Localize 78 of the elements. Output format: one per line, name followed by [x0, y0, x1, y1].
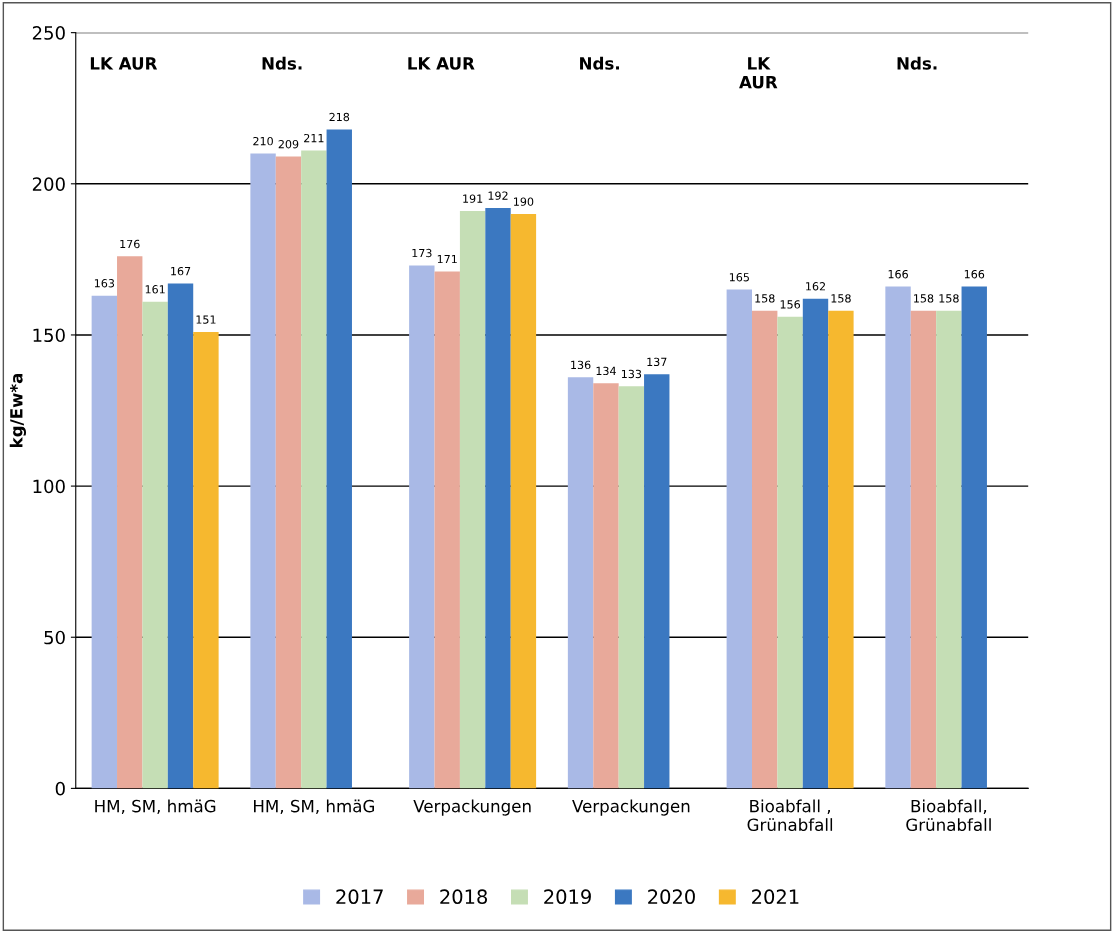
data-label: 136: [571, 360, 591, 370]
data-label: 192: [488, 191, 508, 200]
bar: [936, 310, 962, 789]
bar: [434, 271, 460, 789]
data-label: 211: [304, 133, 324, 143]
x-tick-label: Bioabfall , Grünabfall: [747, 799, 833, 832]
data-label: 133: [621, 369, 642, 379]
y-tick-label: 250: [32, 26, 65, 40]
bar: [777, 316, 803, 789]
data-label: 190: [514, 197, 534, 206]
bar: [828, 310, 854, 789]
legend-label: 2021: [752, 889, 799, 905]
data-label: 173: [412, 248, 432, 258]
data-label: 218: [329, 112, 350, 122]
data-label: 134: [596, 366, 616, 376]
legend-label: 2018: [440, 889, 488, 905]
bar: [593, 383, 619, 789]
bar: [802, 298, 829, 789]
data-label: 166: [888, 269, 908, 279]
y-tick-label: 50: [44, 630, 65, 645]
data-label: 158: [755, 294, 775, 303]
annotation: Nds.: [262, 56, 302, 70]
bar: [301, 150, 327, 789]
data-label: 156: [780, 300, 801, 309]
x-tick-label: Bioabfall, Grünabfall: [906, 799, 991, 832]
bar: [142, 301, 168, 789]
data-label: 161: [145, 285, 165, 294]
bar: [91, 295, 118, 789]
bar: [910, 310, 937, 789]
data-label: 158: [939, 294, 959, 303]
legend-label: 2019: [544, 889, 591, 905]
data-label: 176: [120, 239, 140, 249]
data-label: 163: [94, 279, 115, 288]
annotation: LK AUR: [408, 57, 475, 70]
data-label: 137: [647, 357, 667, 367]
bar: [885, 286, 911, 789]
data-label: 165: [729, 273, 749, 282]
bar: [117, 256, 143, 789]
data-label: 191: [463, 194, 483, 203]
data-label: 151: [196, 315, 216, 324]
annotation: Nds.: [580, 56, 619, 70]
x-tick-label: Verpackungen: [572, 799, 690, 816]
bar: [250, 153, 276, 789]
bar: [409, 265, 435, 789]
legend-label: 2020: [648, 889, 695, 905]
data-label: 210: [253, 136, 273, 146]
y-tick-label: 0: [55, 781, 65, 796]
bar: [726, 289, 753, 789]
bar: [167, 283, 194, 789]
data-label: 167: [171, 266, 191, 276]
legend-label: 2017: [336, 889, 383, 905]
bar: [644, 374, 670, 789]
y-axis-title: kg/Ew*a: [9, 373, 27, 448]
data-label: 171: [437, 255, 457, 264]
x-tick-label: Verpackungen: [413, 799, 531, 816]
bar: [618, 386, 645, 789]
bar: [752, 310, 778, 789]
data-label: 209: [278, 139, 299, 149]
data-label: 162: [806, 282, 825, 291]
bar: [510, 214, 537, 789]
data-label: 158: [831, 294, 851, 303]
bar: [567, 377, 594, 789]
x-tick-label: HM, SM, hmäG: [254, 799, 374, 815]
annotation: LK AUR: [90, 57, 158, 70]
bar: [459, 211, 486, 789]
y-tick-label: 100: [33, 479, 65, 494]
x-tick-label: HM, SM, hmäG: [95, 799, 216, 815]
y-tick-label: 200: [32, 177, 65, 191]
bar: [961, 286, 987, 789]
bar: [485, 207, 511, 789]
bar: [193, 331, 219, 789]
data-label: 158: [914, 294, 934, 303]
annotation: LK AUR: [739, 57, 778, 89]
y-tick-label: 150: [33, 328, 65, 343]
bar: [326, 129, 352, 789]
data-label: 166: [964, 269, 985, 279]
annotation: Nds.: [897, 56, 937, 70]
bar: [275, 156, 302, 789]
